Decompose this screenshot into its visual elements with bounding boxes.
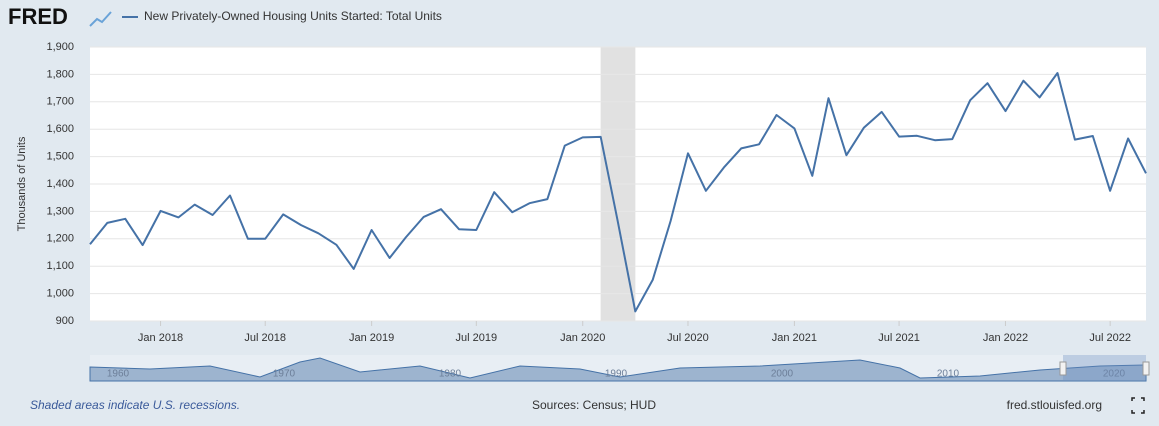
sources: Sources: Census; HUD [532, 398, 656, 412]
x-tick-label: Jan 2020 [560, 332, 605, 344]
x-tick-label: Jul 2022 [1089, 332, 1131, 344]
y-tick-label: 1,900 [46, 41, 74, 53]
y-tick-label: 1,600 [46, 123, 74, 135]
navigator-handle[interactable] [1142, 361, 1150, 376]
navigator-label: 2010 [937, 369, 960, 380]
site: fred.stlouisfed.org [1007, 398, 1102, 412]
x-tick-label: Jul 2020 [667, 332, 709, 344]
y-tick-label: 1,200 [46, 233, 74, 245]
y-tick-label: 1,800 [46, 68, 74, 80]
navigator-label: 1960 [107, 369, 130, 380]
y-tick-label: 1,400 [46, 178, 74, 190]
navigator-label: 1990 [605, 369, 628, 380]
x-tick-label: Jan 2021 [772, 332, 817, 344]
y-tick-label: 1,500 [46, 151, 74, 163]
recession-note: Shaded areas indicate U.S. recessions. [30, 398, 240, 412]
navigator-label: 2020 [1103, 369, 1126, 380]
navigator: 1960 1970 1980 1990 2000 2010 2020 [89, 355, 1150, 382]
navigator-series [89, 357, 1147, 382]
y-tick-label: 1,300 [46, 205, 74, 217]
y-tick-label: 1,700 [46, 96, 74, 108]
y-tick-label: 900 [56, 315, 74, 327]
x-tick-label: Jan 2018 [138, 332, 183, 344]
series-line [89, 72, 1147, 313]
y-tick-label: 1,000 [46, 288, 74, 300]
navigator-label: 1970 [273, 369, 296, 380]
x-tick-label: Jan 2022 [983, 332, 1028, 344]
x-tick-label: Jan 2019 [349, 332, 394, 344]
navigator-label: 2000 [771, 369, 794, 380]
x-tick-label: Jul 2021 [878, 332, 920, 344]
legend-label: New Privately-Owned Housing Units Starte… [144, 9, 442, 23]
navigator-label: 1980 [439, 369, 462, 380]
navigator-selection[interactable] [1063, 355, 1146, 381]
x-tick-label: Jul 2018 [244, 332, 286, 344]
y-axis-label: Thousands of Units [16, 136, 28, 231]
logo: FRED [8, 4, 68, 29]
y-tick-label: 1,100 [46, 260, 74, 272]
fullscreen-icon[interactable] [1131, 397, 1145, 414]
x-tick-label: Jul 2019 [456, 332, 498, 344]
navigator-handle[interactable] [1059, 361, 1067, 376]
logo-icon [89, 11, 112, 27]
